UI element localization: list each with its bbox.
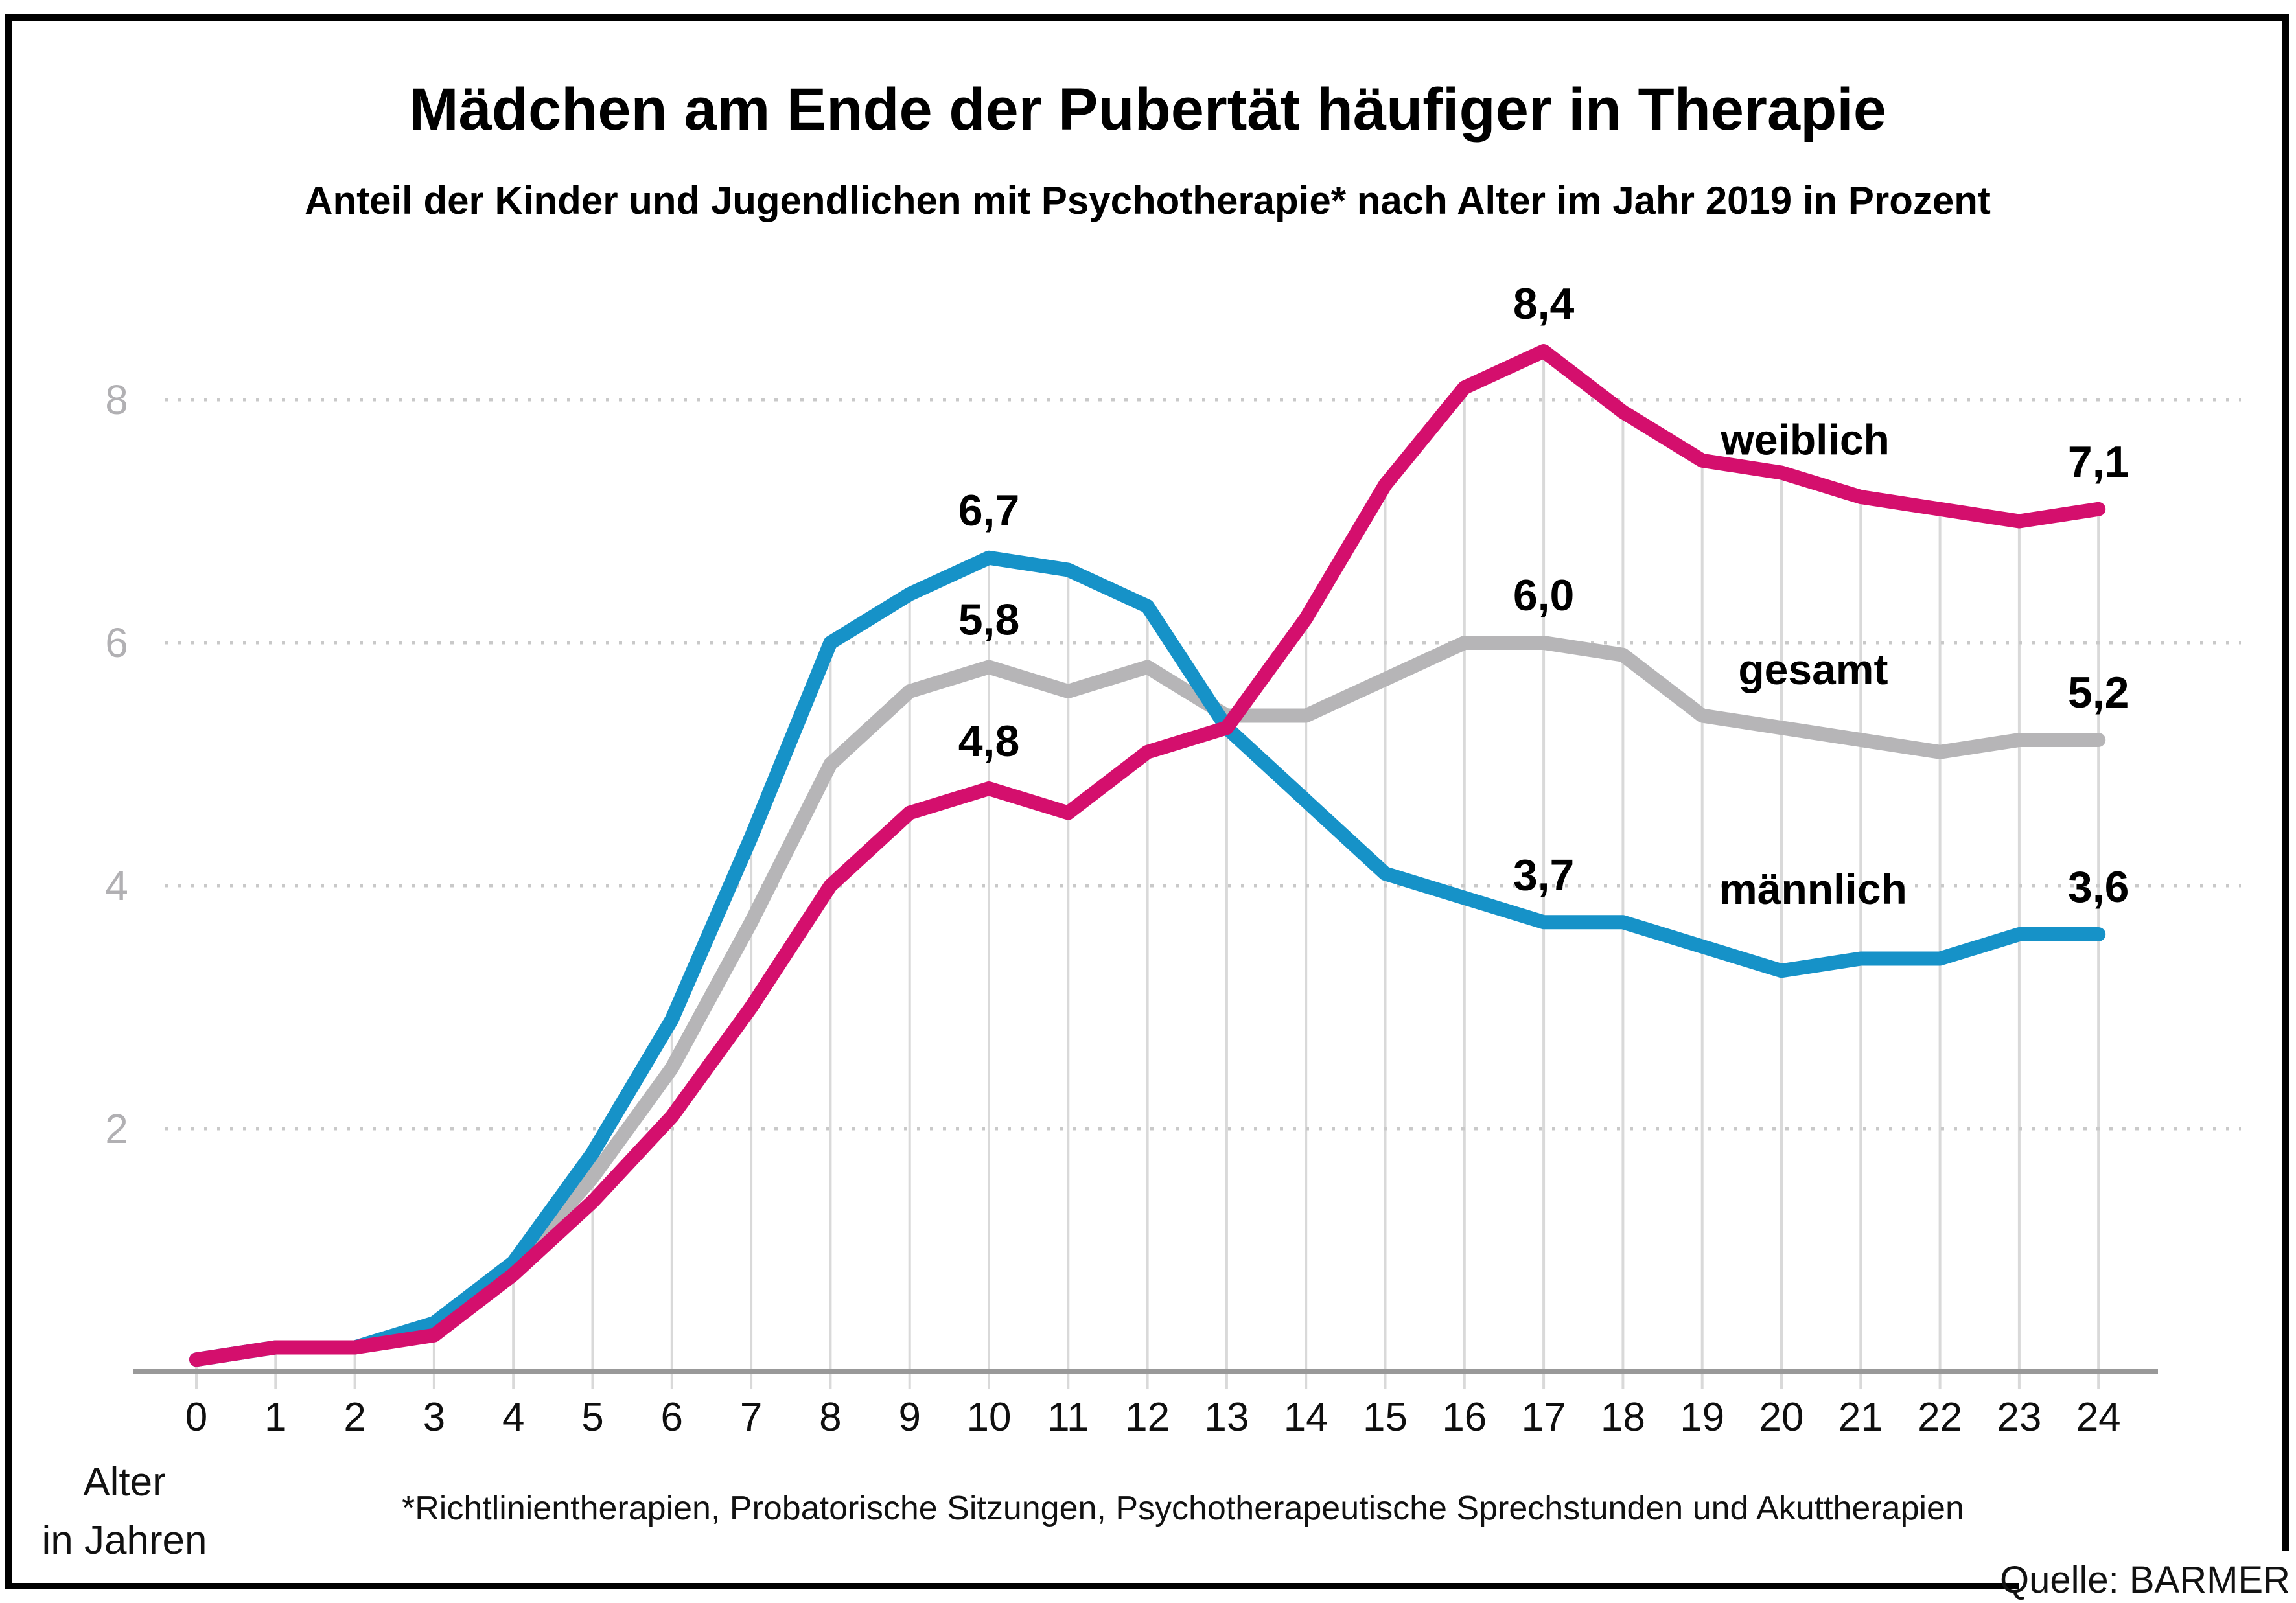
line-weiblich bbox=[189, 344, 2106, 1367]
y-axis-tick-label: 4 bbox=[105, 862, 128, 909]
horizontal-gridlines bbox=[165, 398, 2241, 1131]
x-axis-tick-label: 9 bbox=[898, 1395, 920, 1440]
x-axis-tick-label: 17 bbox=[1522, 1395, 1566, 1440]
card-border-left bbox=[5, 14, 12, 1589]
x-axis-tick-label: 20 bbox=[1759, 1395, 1804, 1440]
x-axis-tick-label: 19 bbox=[1680, 1395, 1724, 1440]
page-title: Mädchen am Ende der Pubertät häufiger in… bbox=[409, 76, 1886, 143]
data-label-weiblich: 8,4 bbox=[1513, 279, 1575, 329]
data-label-weiblich: 4,8 bbox=[958, 717, 1020, 766]
x-axis-tick-label: 8 bbox=[819, 1395, 841, 1440]
x-axis-tick-label: 10 bbox=[967, 1395, 1012, 1440]
x-axis-tick-label: 24 bbox=[2076, 1395, 2121, 1440]
x-axis-title-line2: in Jahren bbox=[41, 1518, 207, 1563]
x-axis-tick-label: 13 bbox=[1204, 1395, 1249, 1440]
y-axis-tick-label: 2 bbox=[105, 1105, 128, 1152]
x-axis-tick-label: 2 bbox=[343, 1395, 365, 1440]
x-axis-tick-label: 1 bbox=[264, 1395, 286, 1440]
series-label: gesamt bbox=[1738, 645, 1888, 693]
card-border-right bbox=[2282, 14, 2289, 1551]
x-axis-tick-label: 11 bbox=[1047, 1395, 1089, 1440]
x-axis-tick-label: 3 bbox=[423, 1395, 445, 1440]
x-axis-tick-label: 16 bbox=[1442, 1395, 1487, 1440]
data-lines bbox=[189, 344, 2106, 1367]
x-axis-tick-label: 18 bbox=[1601, 1395, 1645, 1440]
footnote: *Richtlinientherapien, Probatorische Sit… bbox=[402, 1490, 1964, 1527]
x-axis-tick-label: 15 bbox=[1363, 1395, 1408, 1440]
x-axis-tick-label: 14 bbox=[1284, 1395, 1328, 1440]
data-label-männlich: 3,7 bbox=[1513, 850, 1575, 899]
x-axis-tick-label: 0 bbox=[185, 1395, 207, 1440]
y-axis-tick-label: 8 bbox=[105, 376, 128, 423]
x-axis-tick-label: 4 bbox=[502, 1395, 524, 1440]
x-axis-tick-label: 12 bbox=[1125, 1395, 1170, 1440]
y-axis-tick-label: 6 bbox=[105, 619, 128, 666]
data-label-männlich: 6,7 bbox=[958, 486, 1020, 535]
x-axis-tick-label: 5 bbox=[581, 1395, 603, 1440]
line-männlich bbox=[189, 550, 2106, 1367]
data-label-männlich: 3,6 bbox=[2068, 862, 2129, 912]
x-axis-title-line1: Alter bbox=[83, 1460, 165, 1505]
series-label: männlich bbox=[1719, 865, 1907, 913]
data-label-gesamt: 5,8 bbox=[958, 595, 1020, 645]
data-label-weiblich: 7,1 bbox=[2068, 437, 2129, 487]
card-border-bottom bbox=[5, 1583, 2019, 1589]
x-axis-tick-label: 22 bbox=[1918, 1395, 1962, 1440]
page-subtitle: Anteil der Kinder und Jugendlichen mit P… bbox=[305, 179, 1991, 222]
data-label-gesamt: 5,2 bbox=[2068, 668, 2129, 717]
x-axis-tick-label: 21 bbox=[1838, 1395, 1883, 1440]
x-axis-tick-label: 6 bbox=[661, 1395, 683, 1440]
source-credit: Quelle: BARMER bbox=[2000, 1559, 2290, 1601]
card-border-top bbox=[5, 14, 2289, 21]
x-axis-tick-label: 23 bbox=[1997, 1395, 2041, 1440]
data-label-gesamt: 6,0 bbox=[1513, 571, 1575, 620]
series-label: weiblich bbox=[1720, 415, 1889, 463]
x-axis-tick-label: 7 bbox=[740, 1395, 762, 1440]
